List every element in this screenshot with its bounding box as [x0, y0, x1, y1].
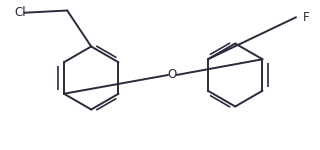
Text: O: O	[168, 69, 177, 81]
Text: Cl: Cl	[14, 6, 26, 19]
Text: F: F	[302, 11, 309, 24]
